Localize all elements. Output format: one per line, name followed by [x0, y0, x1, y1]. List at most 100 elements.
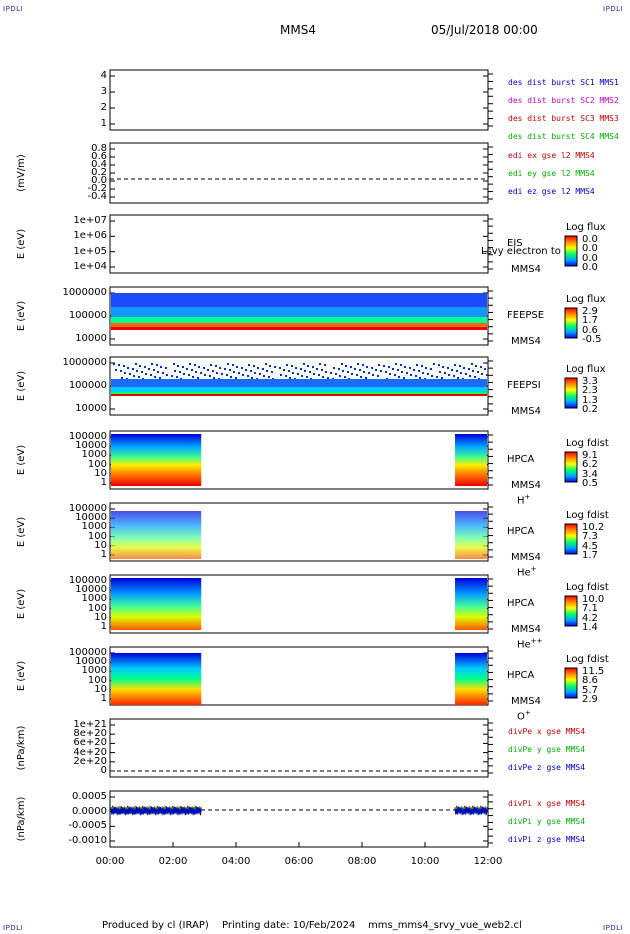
feepsi-speckle: [471, 363, 473, 365]
feepsi-speckle: [304, 370, 306, 372]
colorbar-value-p9: 2.9: [582, 693, 598, 705]
corner-label-bottom-right: IPDLI: [603, 924, 624, 932]
feepsi-speckle: [145, 373, 147, 375]
feepsi-speckle: [357, 363, 359, 365]
colorbar-value-p6: 6.2: [582, 459, 598, 471]
footer-printing-date: Printing date: 10/Feb/2024: [222, 920, 356, 931]
feepsi-speckle: [213, 377, 215, 379]
ytick-label-p7: 100000: [68, 503, 107, 514]
ytick-label-p8: 100000: [68, 575, 107, 586]
feepsi-speckle: [421, 365, 423, 367]
instrument-label-p5: FEEPSI: [507, 380, 541, 391]
feepsi-speckle: [297, 373, 299, 375]
ytick-label-p10: 0: [100, 765, 107, 776]
ytick-label-p11: 0.0005: [72, 791, 107, 802]
ytick-label-p11: -0.0010: [68, 835, 107, 846]
instrument-label-p9: HPCA: [507, 670, 535, 681]
feepsi-speckle: [195, 371, 197, 373]
feepsi-speckle: [469, 375, 471, 377]
feepsi-speckle: [341, 363, 343, 365]
legend-entry-p10: divPe x gse MMS4: [508, 727, 586, 736]
feepse-band-high: [111, 293, 487, 307]
feepsi-speckle: [433, 363, 435, 365]
feepsi-speckle: [127, 367, 129, 369]
feepsi-speckle: [173, 363, 175, 365]
feepsi-speckle: [291, 365, 293, 367]
feepsi-speckle: [388, 366, 390, 368]
feepsi-speckle: [219, 367, 221, 369]
colorbar-value-p8: 7.1: [582, 603, 598, 615]
feepsi-speckle: [422, 372, 424, 374]
ytick-label-p3: 1e+07: [73, 215, 107, 226]
feepsi-speckle: [289, 377, 291, 379]
feepsi-speckle: [335, 373, 337, 375]
feepsi-speckle: [229, 369, 231, 371]
feepsi-speckle: [263, 375, 265, 377]
feepsi-speckle: [475, 365, 477, 367]
feepsi-speckle: [148, 368, 150, 370]
feepsi-speckle: [338, 368, 340, 370]
feepsi-speckle: [415, 375, 417, 377]
hpca-spectrogram-6-0: [111, 511, 202, 559]
feepsi-speckle: [216, 372, 218, 374]
feepsi-speckle: [454, 364, 456, 366]
legend-entry-p2: edi ey gse l2 MMS4: [508, 169, 595, 178]
feepsi-band-red: [111, 394, 487, 396]
feepsi-speckle: [481, 373, 483, 375]
feepsi-speckle: [401, 371, 403, 373]
panel-frame-p6: [109, 430, 489, 490]
spacecraft-label-p6: MMS4: [511, 480, 541, 491]
colorbar-p7: [564, 523, 578, 555]
legend-entry-p11: divPi x gse MMS4: [508, 799, 586, 808]
hpca-spectrogram-8-0: [111, 653, 202, 705]
feepsi-speckle: [162, 372, 164, 374]
ytick-label-p2: 0.0: [91, 175, 107, 186]
colorbar-value-p8: 1.4: [582, 621, 598, 633]
feepsi-speckle: [330, 372, 332, 374]
feepsi-speckle: [124, 372, 126, 374]
ytick-label-p3: 1e+06: [73, 230, 107, 242]
feepsi-speckle: [322, 376, 324, 378]
colorbar-title-p8: Log fdist: [566, 582, 609, 593]
feepsi-speckle: [271, 371, 273, 373]
feepsi-speckle: [345, 365, 347, 367]
colorbar-p5: [564, 377, 578, 409]
legend-entry-p1: des dist burst SC3 MMS3: [508, 114, 619, 123]
feepsi-speckle: [333, 367, 335, 369]
colorbar-value-p9: 5.7: [582, 684, 598, 696]
feepsi-speckle: [138, 376, 140, 378]
feepsi-speckle: [325, 371, 327, 373]
ytick-label-p2: 0.2: [91, 167, 107, 178]
divpi-trace-1: [110, 806, 202, 815]
feepsi-speckle: [448, 374, 450, 376]
colorbar-value-p6: 9.1: [582, 450, 598, 461]
ytick-label-p7: 1: [100, 549, 107, 560]
colorbar-p8: [564, 595, 578, 627]
colorbar-value-p5: 1.3: [582, 394, 598, 406]
feepsi-speckle: [174, 370, 176, 372]
feepsi-speckle: [132, 368, 134, 370]
ytick-label-p10: 4e+20: [73, 746, 107, 758]
corner-label-top-left: IPDLI: [3, 5, 24, 13]
feepsi-speckle: [339, 375, 341, 377]
feepsi-speckle: [344, 376, 346, 378]
feepsi-speckle: [274, 366, 276, 368]
colorbar-value-p7: 10.2: [582, 522, 605, 533]
ylabel-p3: E (eV): [16, 228, 27, 260]
divpi-trace-2: [454, 806, 488, 816]
feepsi-speckle: [447, 367, 449, 369]
mission-title: MMS4: [280, 23, 316, 37]
feepsi-speckle: [354, 368, 356, 370]
colorbar-value-p3: 0.0: [582, 261, 598, 273]
ytick-label-p9: 1000: [81, 665, 107, 677]
ytick-label-p9: 100: [87, 674, 107, 686]
footer-produced: Produced by cl (IRAP): [102, 920, 209, 931]
colorbar-value-p6: 0.5: [582, 477, 598, 489]
ylabel-p5: E (eV): [16, 370, 27, 402]
spacecraft-label-p7: MMS4: [511, 552, 541, 563]
overlay-label-p3: Lsvy electron to: [481, 246, 561, 257]
feepsi-speckle: [372, 374, 374, 376]
feepsi-speckle: [403, 377, 405, 379]
feepsi-speckle: [194, 364, 196, 366]
